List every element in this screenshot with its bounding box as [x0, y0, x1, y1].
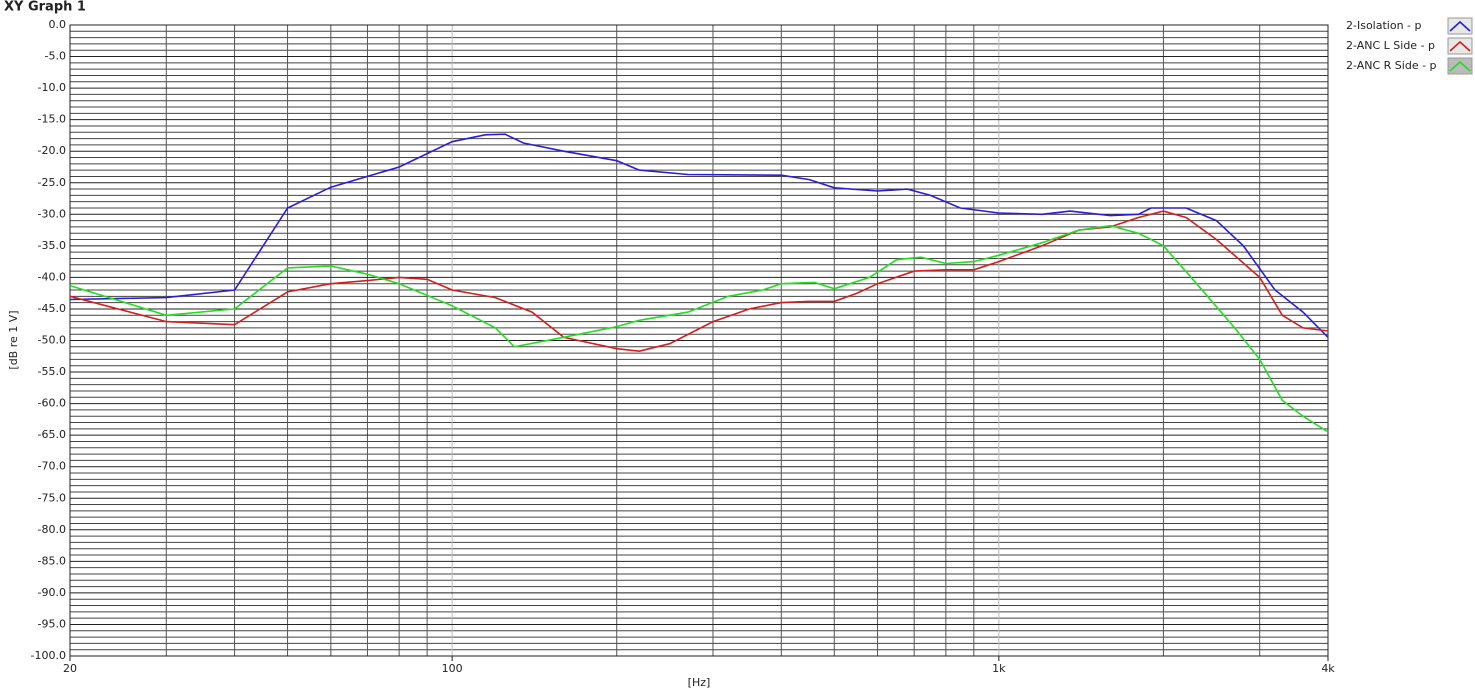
x-tick-label: 20	[63, 662, 77, 675]
y-tick-label: -15.0	[38, 113, 66, 126]
y-axis-label: [dB re 1 V]	[7, 310, 20, 369]
y-tick-label: -30.0	[38, 207, 66, 220]
y-tick-label: -40.0	[38, 270, 66, 283]
y-tick-label: -75.0	[38, 491, 66, 504]
y-tick-label: -45.0	[38, 302, 66, 315]
y-tick-label: -25.0	[38, 176, 66, 189]
legend-swatch	[1447, 37, 1473, 55]
y-tick-label: -35.0	[38, 239, 66, 252]
y-tick-label: -5.0	[45, 50, 66, 63]
plot-frame	[69, 24, 1329, 657]
legend-glyph	[1449, 60, 1471, 72]
legend-label: 2-ANC R Side - p	[1346, 59, 1437, 72]
legend-swatch	[1447, 17, 1473, 35]
y-tick-label: -70.0	[38, 460, 66, 473]
series-line	[69, 133, 1329, 338]
y-tick-label: -90.0	[38, 586, 66, 599]
y-tick-label: -100.0	[31, 649, 66, 662]
y-tick-label: -80.0	[38, 523, 66, 536]
x-tick-label: 4k	[1321, 662, 1335, 675]
legend-glyph	[1449, 40, 1471, 52]
y-tick-label: -60.0	[38, 397, 66, 410]
y-tick-label: -50.0	[38, 334, 66, 347]
y-tick-label: -65.0	[38, 428, 66, 441]
y-tick-label: -20.0	[38, 144, 66, 157]
series-line	[69, 224, 1329, 433]
y-tick-label: -95.0	[38, 617, 66, 630]
y-tick-label: -55.0	[38, 365, 66, 378]
y-tick-label: -10.0	[38, 81, 66, 94]
legend-glyph	[1449, 20, 1471, 32]
chart-title: XY Graph 1	[4, 0, 86, 15]
y-tick-label: 0.0	[49, 18, 67, 31]
legend-label: 2-Isolation - p	[1346, 19, 1422, 32]
y-tick-label: -85.0	[38, 554, 66, 567]
legend-swatch	[1447, 57, 1473, 75]
x-tick-label: 100	[442, 662, 463, 675]
series-line	[69, 210, 1329, 353]
x-tick-label: 1k	[992, 662, 1006, 675]
x-axis-label: [Hz]	[688, 676, 711, 689]
legend-label: 2-ANC L Side - p	[1346, 39, 1435, 52]
